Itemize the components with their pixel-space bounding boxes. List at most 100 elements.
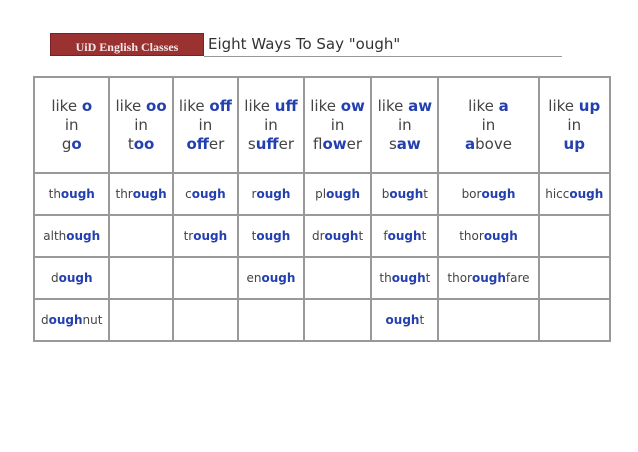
word-pre: th [48,187,61,201]
empty-cell [537,256,612,300]
sound: uff [274,96,298,115]
sound: a [498,96,509,115]
table-row: dough enough thought thoroughfare [32,256,612,300]
word-hi: ough [471,271,506,285]
like-label: like [468,96,494,115]
word-cell: though [32,172,111,216]
word-hi: ough [261,271,296,285]
header-row: like o in go like oo in too like off in offer lik… [32,76,612,174]
word-pre: f [383,229,388,243]
word-post: fare [505,271,530,285]
word-cell: rough [237,172,305,216]
word-cell: thorough [437,214,540,258]
word-hi: ough [66,229,101,243]
word-hi: ough [256,229,291,243]
word-hi: ough [387,229,422,243]
sound: ow [340,96,365,115]
word-hi: ough [324,229,359,243]
column-header: like a in above [437,76,540,174]
empty-cell [108,214,174,258]
word-cell: bought [370,172,440,216]
in-label: in [134,115,148,134]
sound: o [81,96,93,115]
word-hi: a [465,134,476,153]
like-label: like [310,96,336,115]
sound: off [209,96,232,115]
word-pre: thor [447,271,472,285]
word-cell: through [108,172,174,216]
word-pre: pl [315,187,327,201]
word-post: er [208,134,225,153]
word-pre: th [379,271,392,285]
word-cell: cough [171,172,240,216]
word-post: er [278,134,294,153]
empty-cell [537,298,612,342]
word-pre: dr [311,229,325,243]
sound: aw [408,96,433,115]
empty-cell [537,214,612,258]
like-label: like [548,96,575,115]
empty-cell [237,298,305,342]
in-label: in [198,115,213,134]
word-cell: drought [302,214,373,258]
word-hi: o [71,134,82,153]
word-pre: b [381,187,390,201]
word-pre: s [388,134,397,153]
in-label: in [567,115,582,134]
sound: oo [146,96,167,115]
word-hi: ough [389,187,424,201]
word-post: t [421,229,427,243]
word-cell: thought [370,256,440,300]
word-post: nut [82,313,103,327]
word-post: t [358,229,364,243]
word-pre: t [251,229,257,243]
word-pre: en [246,271,262,285]
column-header: like ow in flower [302,76,373,174]
column-header: like aw in saw [370,76,440,174]
word-pre: thor [459,229,484,243]
word-pre: d [41,313,49,327]
word-post: bove [475,134,512,153]
like-label: like [51,96,78,115]
word-cell: tough [237,214,305,258]
word-cell: doughnut [32,298,111,342]
word-hi: ough [481,187,516,201]
word-post: t [419,313,425,327]
word-pre: g [61,134,72,153]
word-cell: trough [171,214,240,258]
word-hi: ough [326,187,360,201]
word-hi: up [563,134,585,153]
word-hi: ough [569,187,604,201]
word-cell: thoroughfare [437,256,540,300]
word-post: t [423,187,428,201]
word-pre: t [127,134,134,153]
column-header: like o in go [32,76,111,174]
word-post: er [346,134,363,153]
word-hi: off [186,134,209,153]
table-row: doughnut ought [32,298,612,342]
like-label: like [377,96,404,115]
word-hi: ough [483,229,518,243]
sound: up [578,96,601,115]
word-cell: although [32,214,111,258]
empty-cell [302,298,373,342]
word-pre: alth [43,229,67,243]
word-post: t [425,271,431,285]
in-label: in [330,115,345,134]
word-hi: ough [132,187,167,201]
in-label: in [481,115,496,134]
word-cell: dough [32,256,111,300]
word-pre: bor [461,187,482,201]
word-hi: aw [396,134,421,153]
table-row: though through cough rough plough bought borou… [32,172,612,216]
table-row: although trough tough drought fought thorough [32,214,612,258]
column-header: like oo in too [108,76,174,174]
page-title: Eight Ways To Say "ough" [208,35,401,53]
word-pre: tr [183,229,194,243]
word-hi: oo [133,134,155,153]
word-hi: ough [391,271,426,285]
column-header: like uff in suffer [237,76,305,174]
empty-cell [302,256,373,300]
word-hi: ough [191,187,226,201]
title-divider [204,56,562,57]
